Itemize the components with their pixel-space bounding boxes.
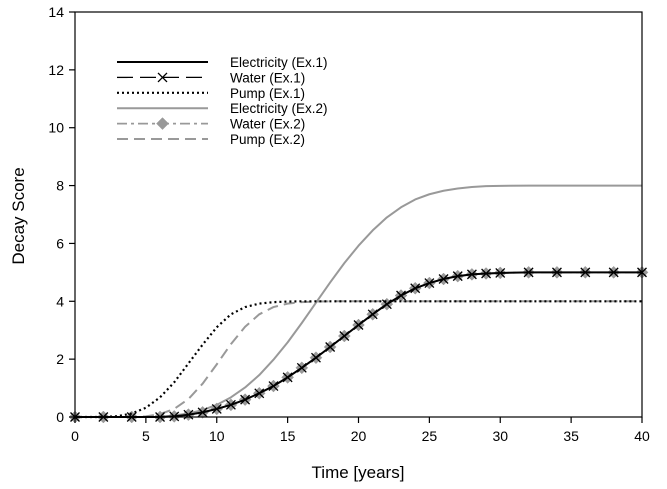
plot-frame [74, 11, 643, 418]
y-tick-label: 10 [48, 120, 64, 136]
x-tick-label: 30 [492, 428, 508, 444]
legend-label: Pump (Ex.1) [230, 86, 305, 101]
legend-item: Pump (Ex.2) [117, 132, 305, 147]
data-point [424, 278, 435, 289]
data-point [438, 274, 449, 284]
series-2 [75, 300, 642, 419]
series-line [75, 300, 642, 419]
data-point [197, 407, 208, 418]
data-point [268, 381, 279, 392]
y-axis-title: Decay Score [9, 167, 28, 264]
data-point [282, 372, 293, 383]
series-line [75, 271, 642, 418]
data-point [608, 267, 619, 278]
data-point [481, 268, 492, 279]
series-line [75, 271, 642, 418]
series-5 [75, 300, 642, 418]
legend-label: Electricity (Ex.1) [230, 55, 328, 70]
legend-item: Pump (Ex.1) [117, 86, 305, 101]
data-point [396, 290, 406, 301]
data-point [452, 271, 463, 282]
data-point [410, 283, 421, 294]
y-tick-label: 2 [56, 351, 64, 367]
x-tick-label: 5 [142, 428, 150, 444]
legend-label: Pump (Ex.2) [230, 132, 305, 147]
x-tick-label: 35 [563, 428, 579, 444]
y-tick-label: 4 [56, 293, 64, 309]
x-tick-label: 10 [209, 428, 225, 444]
x-tick-label: 25 [422, 428, 438, 444]
series-1 [70, 267, 647, 422]
data-point [183, 409, 194, 420]
axes: 0 5 10 15 20 25 30 35 40 0 2 4 6 8 10 12 14 [48, 4, 650, 444]
data-point [254, 388, 265, 399]
legend-marker [157, 72, 168, 83]
legend-label: Water (Ex.1) [230, 70, 305, 85]
series-line [75, 271, 642, 418]
legend: Electricity (Ex.1)Water (Ex.1)Pump (Ex.1… [117, 55, 328, 147]
data-point [225, 399, 236, 410]
legend-label: Electricity (Ex.2) [230, 101, 328, 116]
data-point [580, 267, 591, 278]
legend-marker [156, 117, 169, 130]
legend-item: Water (Ex.2) [117, 117, 305, 132]
data-point [296, 362, 307, 373]
y-tick-label: 6 [56, 235, 64, 251]
x-tick-label: 0 [71, 428, 79, 444]
x-axis-title: Time [years] [312, 463, 405, 482]
y-tick-label: 12 [48, 62, 64, 78]
data-point [495, 267, 506, 278]
data-point [311, 352, 321, 363]
legend-label: Water (Ex.2) [230, 117, 305, 132]
data-point [339, 331, 350, 341]
plot-area [68, 184, 649, 424]
data-point [211, 403, 222, 414]
data-point [353, 320, 364, 330]
x-tick-label: 15 [280, 428, 296, 444]
series-0 [75, 271, 642, 418]
data-point [523, 267, 534, 278]
legend-item: Water (Ex.1) [117, 70, 305, 85]
data-point [551, 267, 562, 278]
y-tick-label: 14 [48, 4, 64, 20]
data-point [381, 299, 392, 310]
x-tick-label: 20 [351, 428, 367, 444]
data-point [466, 269, 477, 280]
y-tick-label: 0 [56, 409, 64, 425]
series-line [75, 300, 642, 418]
y-tick-label: 8 [56, 178, 64, 194]
data-point [240, 394, 251, 405]
data-point [325, 342, 336, 352]
legend-item: Electricity (Ex.1) [117, 55, 328, 70]
data-point [367, 309, 378, 320]
legend-item: Electricity (Ex.2) [117, 101, 328, 116]
x-tick-label: 40 [634, 428, 650, 444]
